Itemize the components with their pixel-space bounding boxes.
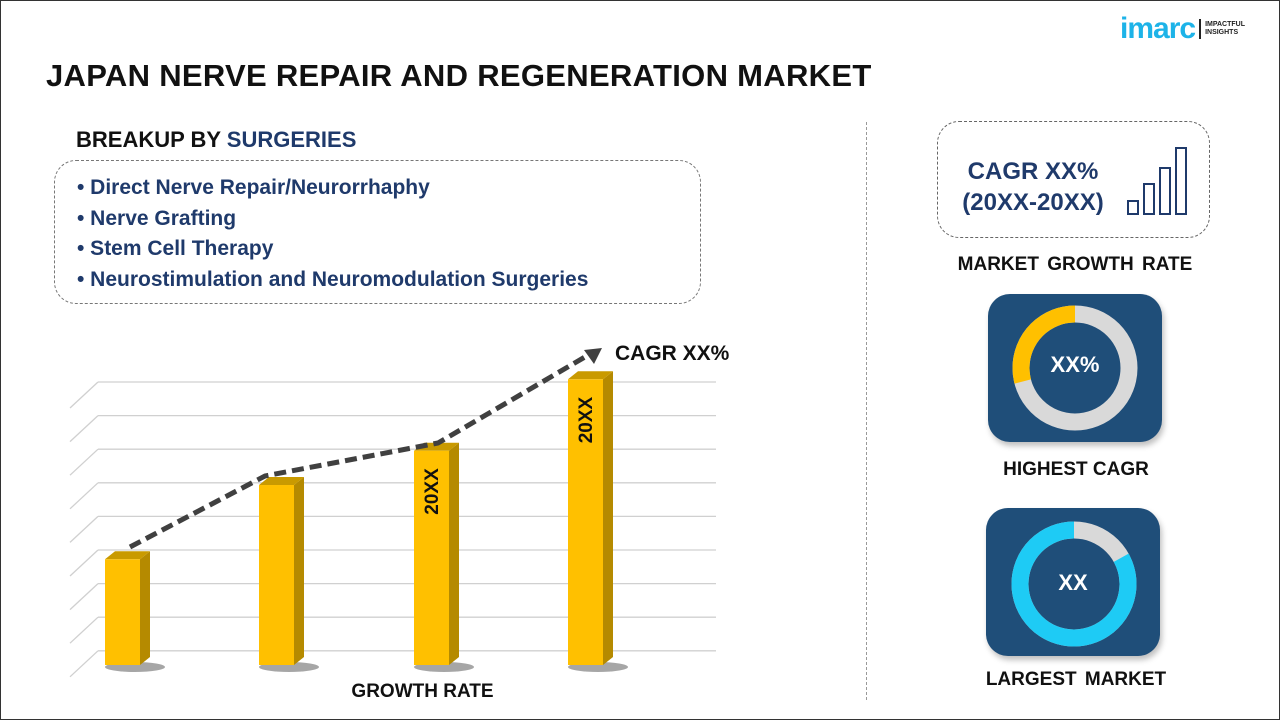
bar — [259, 485, 294, 665]
segment-list: • Direct Nerve Repair/Neurorrhaphy • Ner… — [54, 160, 701, 304]
gridline-depth — [69, 381, 99, 409]
market-growth-label: MARKET GROWTH RATE — [957, 254, 1193, 275]
bar — [414, 450, 449, 665]
cagr-period: (20XX-20XX) — [962, 189, 1104, 216]
bar-top — [568, 371, 613, 380]
breakup-prefix: BREAKUP BY — [76, 127, 227, 152]
highest-cagr-donut — [1012, 305, 1138, 431]
largest-market-donut — [1011, 521, 1137, 647]
logo-tagline-1: IMPACTFUL — [1205, 21, 1245, 28]
list-item: • Neurostimulation and Neuromodulation S… — [77, 267, 589, 291]
bar-top — [259, 477, 304, 486]
market-growth-box: CAGR XX% (20XX-20XX) — [937, 121, 1210, 238]
breakup-highlight: SURGERIES — [226, 127, 357, 152]
bar-side — [603, 371, 613, 665]
trend-arrowhead — [584, 348, 602, 364]
highest-cagr-value: XX% — [1050, 352, 1100, 377]
bar — [105, 559, 140, 665]
bar — [568, 379, 603, 665]
largest-market-tile: XX — [986, 508, 1160, 656]
gridline-depth — [69, 549, 99, 577]
largest-market-value: XX — [1058, 570, 1088, 595]
logo-tagline-2: INSIGHTS — [1205, 29, 1239, 36]
gridline-depth — [69, 515, 99, 543]
chart-cagr-annotation: CAGR XX% — [615, 342, 730, 365]
list-item: • Stem Cell Therapy — [77, 237, 274, 260]
gridline-depth — [69, 415, 99, 443]
donut-fill — [1012, 305, 1138, 431]
bar-side — [449, 442, 459, 665]
page-title: JAPAN NERVE REPAIR AND REGENERATION MARK… — [46, 58, 872, 93]
largest-market-label: LARGEST MARKET — [985, 669, 1167, 690]
bar-side — [294, 477, 304, 665]
logo-word: imarc — [1120, 12, 1196, 45]
growth-chart: 20XX 20XX — [69, 348, 716, 678]
gridline-depth — [69, 583, 99, 611]
highest-cagr-tile: XX% — [988, 294, 1162, 442]
imarc-logo: imarc IMPACTFUL INSIGHTS — [1120, 12, 1245, 46]
bar-growth-icon — [1127, 147, 1187, 215]
highest-cagr-label: HIGHEST CAGR — [1003, 459, 1149, 480]
gridline-depth — [69, 616, 99, 644]
gridline-depth — [69, 448, 99, 476]
bar-label: 20XX — [422, 468, 443, 515]
list-item: • Nerve Grafting — [77, 206, 237, 230]
trend-line — [128, 351, 592, 550]
donut-fill — [1011, 521, 1137, 647]
bar-label: 20XX — [576, 396, 597, 443]
gridline-depth — [69, 482, 99, 510]
bar-side — [140, 551, 150, 665]
gridline-depth — [69, 650, 99, 678]
x-axis-label: GROWTH RATE — [351, 681, 494, 702]
list-item: • Direct Nerve Repair/Neurorrhaphy — [77, 176, 430, 199]
divider — [866, 122, 867, 700]
cagr-value: CAGR XX% — [967, 158, 1099, 185]
bar-top — [105, 551, 150, 560]
breakup-heading: BREAKUP BY SURGERIES — [76, 127, 356, 153]
